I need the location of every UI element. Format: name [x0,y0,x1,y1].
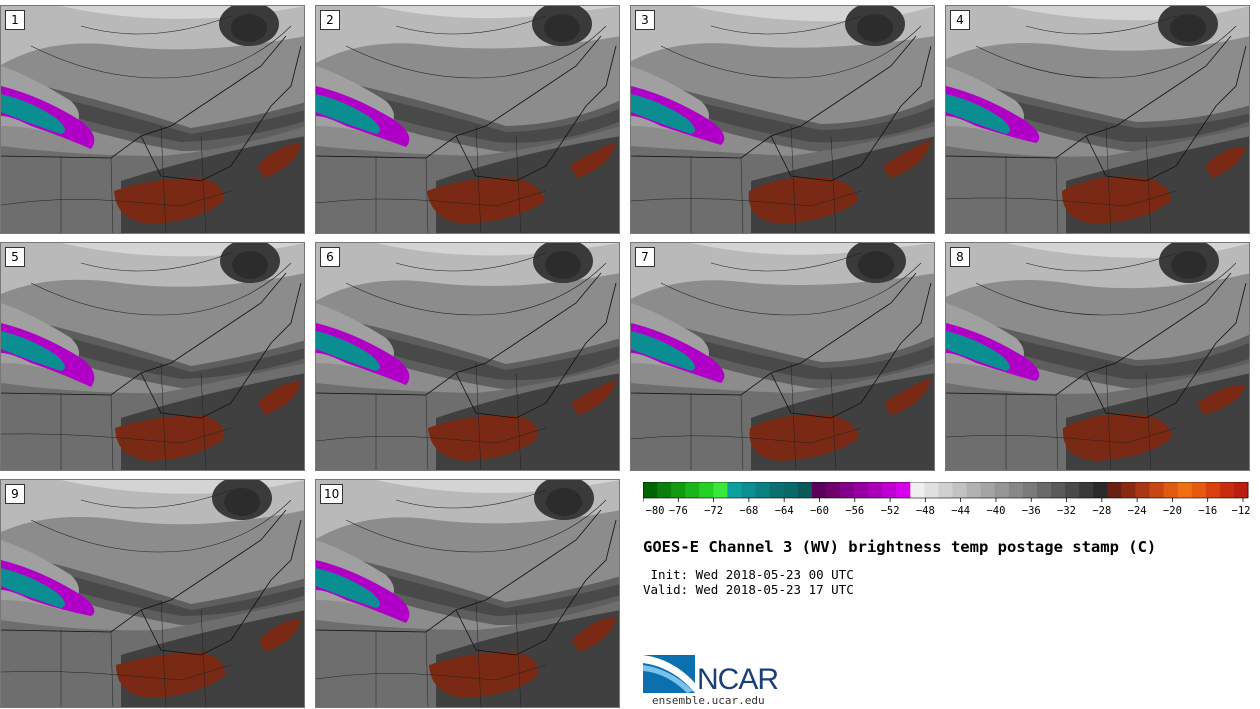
colorbar-tick-label: −40 [986,505,1005,517]
colorbar-segment [1233,482,1249,498]
colorbar-tick-label: −36 [1022,505,1041,517]
site-url: ensemble.ucar.edu [652,694,765,707]
colorbar-segment [685,482,700,498]
colorbar-segment [938,482,954,498]
colorbar-tick-label: −28 [1092,505,1111,517]
colorbar-segment [797,482,813,498]
colorbar-tick-label: −60 [810,505,829,517]
colorbar-segment [980,482,996,498]
colorbar-segment [713,482,728,498]
figure-title: GOES-E Channel 3 (WV) brightness temp po… [643,538,1157,556]
valid-time: Valid: Wed 2018-05-23 17 UTC [643,582,854,597]
colorbar-segment [1205,482,1221,498]
colorbar-tick-label: −48 [916,505,935,517]
colorbar-tick-label: −76 [669,505,688,517]
colorbar-segment [1036,482,1052,498]
member-number-label: 7 [635,247,655,267]
colorbar-segment [727,482,742,498]
colorbar-segment [1149,482,1165,498]
member-number-label: 4 [950,10,970,30]
colorbar-tick-label: −32 [1057,505,1076,517]
colorbar-tick-label: −44 [951,505,970,517]
member-number-label: 9 [5,484,25,504]
colorbar-segment [657,482,672,498]
ensemble-member-panel: 10 [315,479,620,708]
colorbar-segment [910,482,925,498]
ensemble-member-panel: 6 [315,242,620,471]
member-number-label: 5 [5,247,25,267]
colorbar-segment [769,482,785,498]
colorbar-segment [1121,482,1136,498]
ensemble-member-panel: 3 [630,5,935,234]
member-number-label: 10 [320,484,344,504]
wv-brightness-map [316,480,619,707]
colorbar-segment [671,482,686,498]
colorbar-segment [854,482,869,498]
ncar-logo-icon [643,655,695,693]
colorbar-tick-label: −52 [881,505,900,517]
colorbar-segment [699,482,714,498]
colorbar-segment [1107,482,1122,498]
colorbar-segment [882,482,897,498]
wv-brightness-map [316,6,619,233]
colorbar-segment [966,482,982,498]
colorbar-segment [896,482,911,498]
colorbar-tick-label: −80 [646,505,665,517]
colorbar-segment [1008,482,1024,498]
colorbar: −80 −76 −72 −68 −64 −60 −56 −52 −48 −44 −40 −36 −32 −… [643,482,1251,517]
colorbar-tick-label: −16 [1198,505,1217,517]
member-number-label: 2 [320,10,340,30]
colorbar-tick-label: −64 [775,505,794,517]
ncar-logo-text: NCAR [697,663,779,696]
colorbar-segment [994,482,1010,498]
ensemble-member-panel: 7 [630,242,935,471]
init-time: Init: Wed 2018-05-23 00 UTC [643,567,854,582]
colorbar-segment [1065,482,1080,498]
wv-brightness-map [946,243,1249,470]
member-number-label: 6 [320,247,340,267]
colorbar-segment [1135,482,1151,498]
colorbar-segment [1177,482,1193,498]
colorbar-segment [1191,482,1207,498]
colorbar-outline [643,482,1249,499]
colorbar-segment [1022,482,1038,498]
wv-brightness-map [946,6,1249,233]
colorbar-segment [1093,482,1108,498]
colorbar-tick-label: −72 [704,505,723,517]
colorbar-tick-label: −68 [739,505,758,517]
colorbar-segment [755,482,771,498]
ensemble-member-panel: 1 [0,5,305,234]
member-number-label: 3 [635,10,655,30]
colorbar-tick-label: −56 [845,505,864,517]
colorbar-segment [1079,482,1094,498]
ensemble-member-panel: 9 [0,479,305,708]
colorbar-tick-label: −20 [1163,505,1182,517]
colorbar-tick-label: −12 [1232,505,1251,517]
wv-brightness-map [1,6,304,233]
colorbar-segment [643,482,658,498]
member-number-label: 8 [950,247,970,267]
colorbar-segment [1163,482,1179,498]
colorbar-segment [952,482,968,498]
ensemble-member-panel: 2 [315,5,620,234]
colorbar-segment [1051,482,1066,498]
colorbar-tick-label: −24 [1128,505,1147,517]
colorbar-segment [825,482,841,498]
colorbar-segment [741,482,757,498]
colorbar-segment [868,482,883,498]
member-number-label: 1 [5,10,25,30]
wv-brightness-map [1,243,304,470]
ensemble-member-panel: 5 [0,242,305,471]
ensemble-member-panel: 8 [945,242,1250,471]
ensemble-member-panel: 4 [945,5,1250,234]
colorbar-segment [924,482,939,498]
colorbar-segment [811,482,827,498]
colorbar-segment [1219,482,1235,498]
wv-brightness-map [631,243,934,470]
colorbar-segment [783,482,799,498]
wv-brightness-map [316,243,619,470]
wv-brightness-map [1,480,304,707]
wv-brightness-map [631,6,934,233]
colorbar-segment [839,482,855,498]
